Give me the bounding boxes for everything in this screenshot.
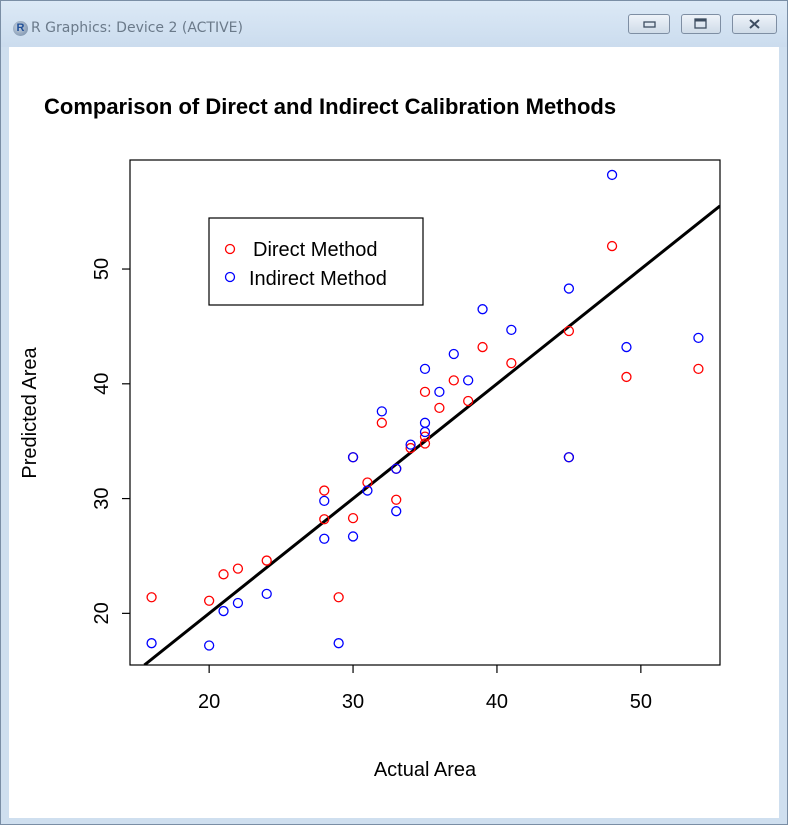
direct-method-point: [506, 357, 517, 369]
indirect-method-point: [333, 638, 344, 649]
indirect-method-point: [463, 375, 474, 386]
indirect-method-point: [563, 452, 575, 463]
y-tick-label: 50: [91, 258, 113, 280]
calibration-line: [143, 204, 720, 665]
maximize-button[interactable]: [681, 14, 721, 34]
indirect-method-point: [347, 452, 359, 463]
direct-method-point: [319, 485, 330, 496]
direct-method-point: [563, 325, 575, 337]
plot-frame: [129, 159, 721, 666]
x-tick-label: 40: [486, 691, 508, 713]
direct-method-point: [463, 395, 474, 407]
indirect-method-point: [621, 341, 632, 353]
indirect-method-point: [319, 533, 330, 544]
legend-label-direct: Direct Method: [253, 239, 378, 261]
indirect-method-point: [347, 531, 359, 542]
direct-method-point: [419, 431, 431, 442]
y-tick-label: 30: [91, 487, 113, 509]
indirect-method-point: [319, 495, 330, 507]
x-axis-label: Actual Area: [374, 759, 477, 781]
indirect-method-point: [419, 426, 431, 438]
direct-method-point: [218, 569, 229, 580]
direct-method-point: [232, 563, 244, 574]
data-points: [146, 169, 704, 651]
legend: Direct Method Indirect Method: [208, 217, 424, 306]
scatter-plot: Comparison of Direct and Indirect Calibr…: [19, 94, 721, 781]
indirect-method-point: [693, 332, 704, 344]
indirect-method-point: [362, 485, 373, 496]
direct-method-point: [203, 595, 215, 606]
r-logo-icon: R: [13, 21, 28, 36]
indirect-method-point: [563, 283, 575, 294]
direct-method-point: [419, 438, 431, 449]
indirect-method-point: [405, 439, 416, 450]
plot-device-area: Comparison of Direct and Indirect Calibr…: [9, 47, 779, 818]
minimize-button[interactable]: [628, 14, 670, 34]
close-icon: [749, 19, 760, 29]
direct-method-point: [347, 512, 359, 524]
title-bar[interactable]: R R Graphics: Device 2 (ACTIVE): [1, 1, 787, 47]
indirect-method-point: [434, 386, 445, 397]
direct-method-point: [477, 341, 488, 353]
indirect-method-point: [506, 324, 517, 336]
x-axis: 20 30 40 50: [198, 665, 652, 713]
indirect-method-point: [218, 605, 229, 617]
direct-method-point: [419, 386, 431, 397]
direct-method-point: [448, 375, 459, 386]
direct-method-point: [434, 402, 445, 414]
direct-method-point: [391, 494, 402, 505]
chart-title: Comparison of Direct and Indirect Calibr…: [44, 94, 616, 119]
indirect-method-point: [146, 638, 157, 649]
y-axis-label: Predicted Area: [19, 347, 41, 479]
legend-marker-direct: [224, 243, 236, 255]
window-title: R Graphics: Device 2 (ACTIVE): [31, 20, 243, 36]
direct-method-point: [606, 240, 618, 252]
indirect-method-point: [448, 348, 459, 360]
direct-method-point: [621, 371, 632, 383]
direct-method-point: [376, 417, 387, 428]
direct-method-point: [362, 477, 373, 488]
direct-method-point: [319, 514, 330, 525]
x-tick-label: 50: [630, 691, 652, 713]
indirect-method-point: [391, 506, 402, 517]
indirect-method-point: [477, 304, 488, 315]
legend-box: [208, 217, 424, 306]
minimize-icon: [643, 21, 656, 28]
direct-method-point: [405, 442, 416, 454]
direct-method-point: [146, 592, 157, 603]
indirect-method-point: [203, 640, 215, 651]
y-tick-label: 40: [91, 373, 113, 395]
x-tick-label: 20: [198, 691, 220, 713]
indirect-method-point: [376, 406, 387, 417]
direct-method-point: [693, 363, 704, 375]
close-button[interactable]: [732, 14, 777, 34]
indirect-method-point: [261, 588, 272, 599]
indirect-method-point: [391, 463, 402, 474]
maximize-icon: [694, 18, 707, 29]
y-axis: 20 30 40 50: [91, 258, 130, 624]
direct-method-point: [261, 555, 272, 566]
legend-marker-indirect: [224, 271, 236, 283]
direct-method-point: [333, 592, 344, 603]
indirect-method-point: [419, 417, 431, 428]
indirect-method-point: [232, 597, 244, 609]
legend-label-indirect: Indirect Method: [249, 268, 387, 290]
indirect-method-point: [606, 169, 618, 181]
indirect-method-point: [419, 363, 431, 375]
x-tick-label: 30: [342, 691, 364, 713]
y-tick-label: 20: [91, 602, 113, 624]
